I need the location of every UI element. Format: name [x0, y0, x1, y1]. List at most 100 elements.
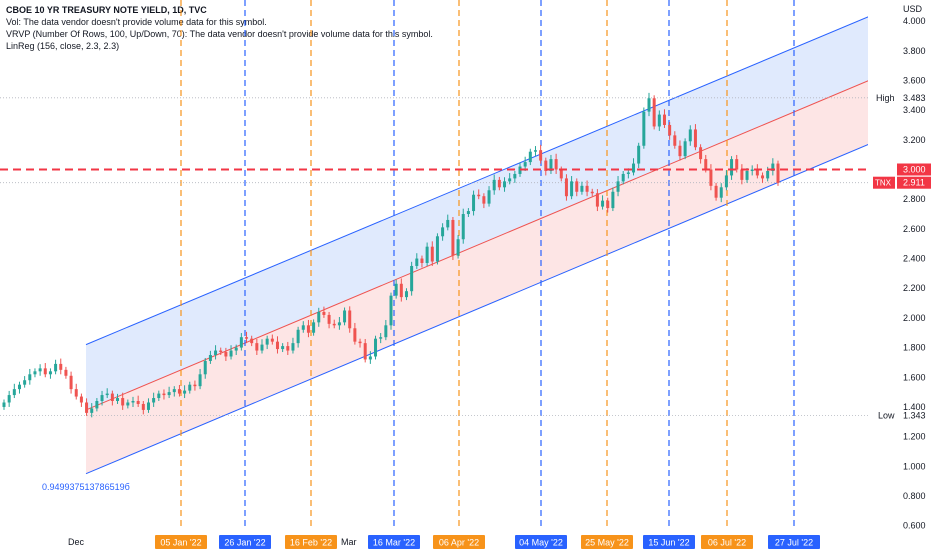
vrvp-indicator-label[interactable]: VRVP (Number Of Rows, 100, Up/Down, 70):… [6, 29, 433, 39]
candle-down [776, 163, 780, 183]
date-marker-label: 16 Mar '22 [373, 538, 415, 548]
candle-down [652, 98, 656, 127]
candle-up [131, 401, 135, 403]
candle-up [379, 337, 383, 339]
candle-up [291, 343, 295, 351]
time-label-dec: Dec [68, 537, 85, 547]
date-marker-label: 06 Jul '22 [708, 538, 746, 548]
candle-up [730, 159, 734, 176]
date-marker-badge [433, 535, 485, 549]
date-marker-badge [515, 535, 567, 549]
linreg-lower-band [86, 68, 897, 474]
price-tick-label: 2.200 [903, 283, 926, 293]
candle-up [368, 356, 372, 360]
price-tick-label: 2.800 [903, 194, 926, 204]
candle-down [306, 325, 310, 333]
candle-down [590, 191, 594, 194]
candle-down [575, 181, 579, 192]
candle-down [755, 169, 759, 176]
candle-up [214, 350, 218, 356]
candle-up [580, 185, 584, 192]
date-marker-badge [701, 535, 753, 549]
candle-down [121, 398, 125, 406]
price-axis-currency: USD [903, 4, 923, 14]
candle-down [136, 401, 140, 404]
candle-up [281, 346, 285, 350]
candle-up [642, 111, 646, 146]
price-tick-label: 2.600 [903, 224, 926, 234]
candle-up [683, 141, 687, 157]
candle-up [229, 350, 233, 357]
candle-down [699, 147, 703, 160]
symbol-label: TNX [875, 179, 892, 188]
candle-up [688, 129, 692, 142]
candle-up [410, 265, 414, 292]
candle-up [750, 169, 754, 171]
candle-down [420, 258, 424, 263]
candle-down [673, 135, 677, 146]
candle-down [177, 389, 181, 394]
candle-up [601, 200, 605, 207]
candle-up [394, 283, 398, 296]
candle-down [193, 384, 197, 387]
candle-up [239, 337, 243, 348]
linreg-indicator-label[interactable]: LinReg (156, close, 2.3, 2.3) [6, 41, 120, 51]
candle-down [585, 185, 589, 192]
candle-up [771, 163, 775, 171]
price-axis[interactable] [868, 0, 932, 550]
chart-title: CBOE 10 YR TREASURY NOTE YIELD, 1D, TVC [6, 5, 207, 15]
linreg-lower-line [85, 131, 898, 475]
candle-up [146, 402, 150, 410]
candle-up [487, 190, 491, 204]
chart-legend: CBOE 10 YR TREASURY NOTE YIELD, 1D, TVC … [6, 4, 433, 52]
candle-up [441, 227, 445, 237]
date-marker-label: 16 Feb '22 [290, 538, 332, 548]
candle-up [17, 384, 21, 390]
candle-up [616, 181, 620, 192]
candle-down [219, 350, 223, 353]
vol-indicator-label[interactable]: Vol: The data vendor doesn't provide vol… [6, 17, 267, 27]
candle-down [761, 175, 765, 179]
candle-up [472, 194, 476, 212]
candle-up [152, 398, 156, 403]
candle-down [270, 338, 274, 342]
candle-up [513, 173, 517, 179]
candle-down [85, 402, 89, 413]
candle-up [198, 374, 202, 387]
candle-up [157, 393, 161, 399]
candle-down [348, 310, 352, 329]
candle-up [2, 402, 6, 407]
candle-up [203, 360, 207, 375]
date-marker-label: 15 Jun '22 [648, 538, 689, 548]
candle-down [709, 169, 713, 186]
price-tick-label: 2.000 [903, 313, 926, 323]
date-marker-label: 25 May '22 [585, 538, 629, 548]
candle-up [404, 291, 408, 298]
price-tick-label: 1.400 [903, 402, 926, 412]
price-tick-label: 1.800 [903, 343, 926, 353]
candle-down [250, 338, 254, 344]
linreg-mid-line [85, 68, 898, 411]
candle-up [523, 162, 527, 167]
candle-down [162, 393, 166, 396]
candle-down [224, 352, 228, 357]
price-tick-label: 3.200 [903, 135, 926, 145]
last-price-label: 2.911 [903, 178, 925, 188]
price-tick-label: 3.400 [903, 105, 926, 115]
date-marker-label: 06 Apr '22 [439, 538, 479, 548]
date-marker-label: 26 Jan '22 [224, 538, 265, 548]
linreg-upper-line [85, 4, 898, 346]
candle-up [126, 402, 130, 406]
candle-up [234, 347, 238, 351]
low-value: 1.343 [903, 410, 926, 420]
candle-down [740, 169, 744, 180]
candle-up [719, 187, 723, 198]
candle-up [549, 159, 553, 171]
high-label: High [876, 93, 895, 103]
candle-up [766, 170, 770, 179]
candle-up [100, 395, 104, 402]
date-marker-badge [219, 535, 271, 549]
candle-up [183, 390, 187, 394]
candle-down [606, 200, 610, 209]
